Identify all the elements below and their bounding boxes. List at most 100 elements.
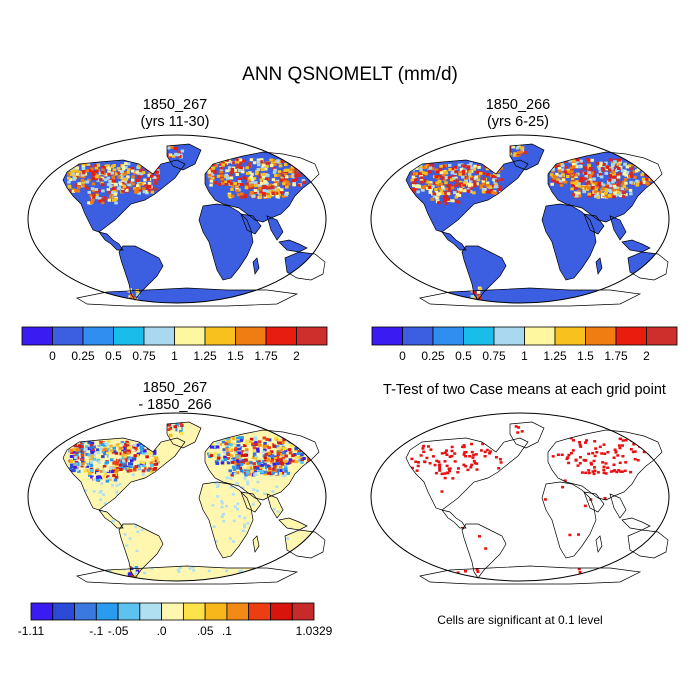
value-cell <box>115 490 119 494</box>
value-cell <box>82 460 87 464</box>
value-cell <box>239 437 244 441</box>
value-cell <box>231 437 236 441</box>
value-cell <box>96 472 100 476</box>
significant-cell <box>462 463 466 467</box>
colorbar-label: -1.11 <box>18 624 45 638</box>
value-cell <box>258 443 262 447</box>
value-cell <box>181 502 185 505</box>
value-cell <box>149 450 154 454</box>
value-cell <box>254 473 258 476</box>
value-cell <box>260 470 264 474</box>
significant-cell <box>578 462 582 465</box>
value-cell <box>207 166 211 170</box>
value-cell <box>119 504 123 507</box>
value-cell <box>122 445 127 449</box>
value-cell <box>645 181 649 185</box>
value-cell <box>245 448 249 452</box>
value-cell <box>450 167 455 171</box>
value-cell <box>111 170 115 173</box>
value-cell <box>275 456 280 459</box>
significant-cell <box>624 439 628 442</box>
value-cell <box>118 446 123 450</box>
value-cell <box>229 443 233 447</box>
value-cell <box>186 539 190 543</box>
significant-cell <box>482 491 486 495</box>
value-cell <box>419 176 424 180</box>
value-cell <box>248 171 252 175</box>
value-cell <box>128 465 133 469</box>
value-cell <box>135 179 140 182</box>
value-cell <box>281 474 285 478</box>
value-cell <box>114 172 119 176</box>
value-cell <box>127 183 131 187</box>
value-cell <box>449 178 454 182</box>
value-cell <box>261 168 265 172</box>
value-cell <box>210 437 214 440</box>
value-cell <box>296 163 301 166</box>
value-cell <box>72 569 76 573</box>
value-cell <box>173 146 178 150</box>
value-cell <box>643 162 647 166</box>
value-cell <box>285 180 290 184</box>
value-cell <box>619 194 623 198</box>
value-cell <box>80 464 85 468</box>
value-cell <box>180 493 184 497</box>
value-cell <box>238 460 243 464</box>
value-cell <box>473 182 477 186</box>
value-cell <box>642 181 647 184</box>
significant-cell <box>470 450 474 454</box>
value-cell <box>454 170 458 174</box>
value-cell <box>163 423 167 427</box>
value-cell <box>80 495 84 498</box>
value-cell <box>410 178 414 182</box>
value-cell <box>583 177 587 181</box>
value-cell <box>79 515 83 519</box>
value-cell <box>297 444 301 448</box>
value-cell <box>211 163 215 166</box>
value-cell <box>135 569 140 573</box>
value-cell <box>412 184 416 188</box>
value-cell <box>214 436 219 440</box>
value-cell <box>272 462 276 466</box>
value-cell <box>442 178 447 182</box>
value-cell <box>86 162 91 166</box>
significant-cell <box>423 460 427 464</box>
value-cell <box>436 192 441 196</box>
significant-cell <box>464 455 468 458</box>
value-cell <box>275 439 280 442</box>
value-cell <box>588 180 592 184</box>
significant-cell <box>516 431 520 434</box>
value-cell <box>131 169 135 173</box>
value-cell <box>308 175 313 178</box>
value-cell <box>122 466 126 470</box>
value-cell <box>306 161 310 165</box>
value-cell <box>608 188 612 192</box>
value-cell <box>494 183 498 187</box>
value-cell <box>240 448 245 452</box>
value-cell <box>81 182 85 186</box>
value-cell <box>223 175 228 179</box>
value-cell <box>412 189 416 193</box>
value-cell <box>229 459 233 463</box>
value-cell <box>101 455 105 459</box>
value-cell <box>118 483 122 486</box>
value-cell <box>173 425 177 429</box>
value-cell <box>239 569 243 573</box>
value-cell <box>139 169 144 173</box>
value-cell <box>451 199 455 203</box>
value-cell <box>616 191 620 195</box>
value-cell <box>135 443 140 447</box>
value-cell <box>222 448 226 452</box>
value-cell <box>629 167 633 171</box>
significant-cell <box>545 545 549 549</box>
value-cell <box>106 176 111 180</box>
significant-cell <box>601 461 605 464</box>
value-cell <box>448 168 452 171</box>
value-cell <box>112 474 116 478</box>
value-cell <box>274 436 278 440</box>
value-cell <box>561 164 565 168</box>
value-cell <box>237 451 241 455</box>
colorbar-label: 0 <box>399 349 406 363</box>
value-cell <box>241 447 246 451</box>
value-cell <box>582 189 587 193</box>
